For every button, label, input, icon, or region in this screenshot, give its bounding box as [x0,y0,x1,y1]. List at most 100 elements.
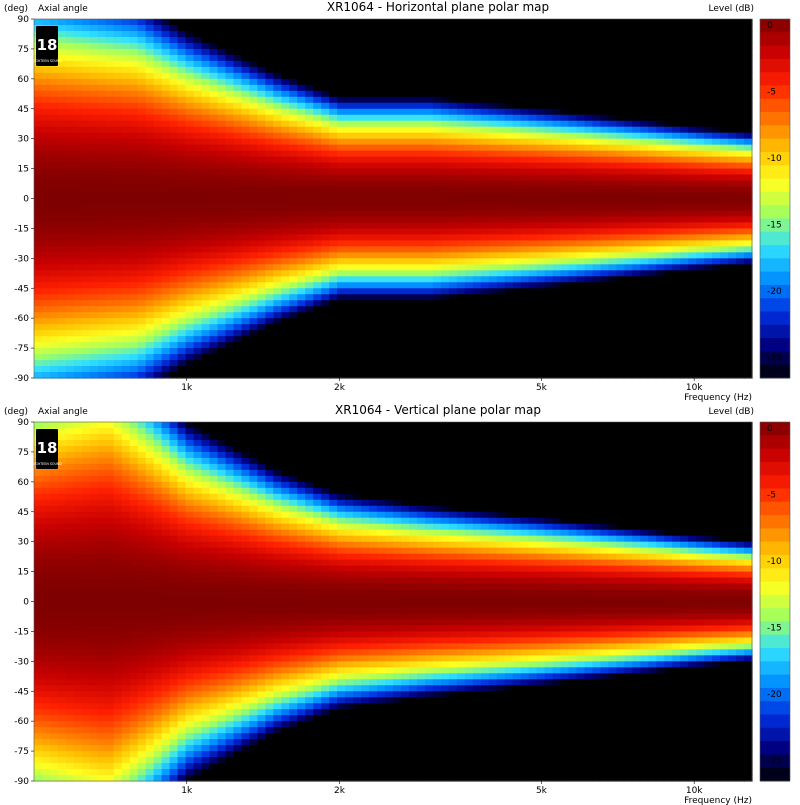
heatmap-cell [616,150,625,158]
heatmap-cell [273,102,282,110]
heatmap-cell [113,246,123,253]
heatmap-cell [472,324,482,331]
heatmap-cell [536,246,546,253]
heatmap-cell [193,264,203,271]
heatmap-cell [241,192,250,200]
heatmap-cell [584,318,594,325]
heatmap-cell [281,288,290,295]
heatmap-cell [377,192,386,200]
heatmap-cell [305,180,314,188]
heatmap-cell [217,96,227,104]
heatmap-cell [616,360,625,367]
heatmap-cell [424,96,434,104]
heatmap-cell [185,306,195,313]
heatmap-cell [504,108,514,116]
heatmap-cell [584,342,594,349]
heatmap-cell [89,252,99,259]
heatmap-cell [73,156,83,164]
heatmap-cell [432,318,442,325]
heatmap-cell [217,19,227,26]
heatmap-cell [416,354,426,361]
heatmap-cell [512,72,522,80]
heatmap-cell [225,78,235,86]
heatmap-cell [281,294,290,301]
heatmap-cell [265,270,274,277]
heatmap-cell [544,138,554,146]
heatmap-cell [273,342,282,349]
heatmap-cell [241,294,250,301]
heatmap-cell [369,246,378,253]
heatmap-cell [680,336,689,343]
heatmap-cell [153,192,163,200]
heatmap-cell [57,30,67,38]
heatmap-cell [321,36,330,44]
heatmap-cell [81,252,91,259]
heatmap-cell [201,252,211,259]
heatmap-cell [400,144,410,152]
heatmap-cell [616,306,625,313]
heatmap-cell [97,186,107,194]
heatmap-cell [97,72,107,80]
heatmap-cell [273,228,282,235]
heatmap-cell [377,360,386,367]
heatmap-cell [65,168,75,176]
heatmap-cell [496,108,506,116]
heatmap-cell [337,90,346,98]
heatmap-cell [129,348,139,355]
heatmap-cell [129,282,139,289]
heatmap-cell [456,48,466,56]
heatmap-cell [65,240,75,247]
heatmap-cell [616,216,625,224]
heatmap-cell [153,48,163,56]
heatmap-cell [369,180,378,188]
heatmap-cell [225,336,235,343]
heatmap-cell [313,132,322,140]
heatmap-cell [169,120,179,128]
heatmap-cell [129,258,139,265]
heatmap-cell [257,180,266,188]
heatmap-cell [608,312,617,319]
heatmap-cell [49,324,59,331]
heatmap-cell [105,228,115,235]
heatmap-cell [504,114,514,122]
heatmap-cell [161,48,171,56]
heatmap-cell [576,48,586,56]
heatmap-cell [536,240,546,247]
heatmap-cell [536,354,546,361]
heatmap-cell [65,114,75,122]
heatmap-cell [393,348,402,355]
heatmap-cell [313,30,322,38]
heatmap-cell [568,312,578,319]
heatmap-cell [608,354,617,361]
heatmap-cell [201,360,211,367]
heatmap-cell [113,90,123,98]
heatmap-cell [225,174,235,182]
heatmap-cell [584,210,594,218]
heatmap-cell [680,174,689,182]
heatmap-cell [592,318,602,325]
heatmap-cell [105,48,115,56]
heatmap-cell [520,336,530,343]
heatmap-cell [480,108,490,116]
heatmap-cell [656,222,665,230]
heatmap-cell [664,24,673,32]
heatmap-cell [353,354,362,361]
heatmap-cell [624,102,633,110]
heatmap-cell [424,282,434,289]
heatmap-cell [225,240,235,247]
heatmap-cell [321,330,330,337]
heatmap-cell [520,342,530,349]
heatmap-cell [520,282,530,289]
heatmap-cell [121,168,131,176]
heatmap-cell [289,168,298,176]
heatmap-cell [672,336,681,343]
heatmap-cell [400,324,410,331]
heatmap-cell [225,102,235,110]
heatmap-cell [568,168,578,176]
heatmap-cell [448,336,458,343]
heatmap-cell [488,132,498,140]
heatmap-cell [153,138,163,146]
heatmap-cell [217,42,227,50]
heatmap-cell [265,276,274,283]
horizontal-polar-map-panel: XR1064 - Horizontal plane polar map (deg)… [4,0,791,403]
